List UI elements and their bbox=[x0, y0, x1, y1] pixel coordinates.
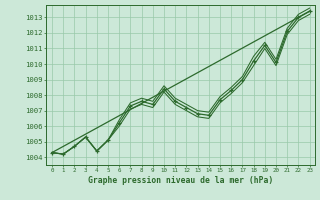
X-axis label: Graphe pression niveau de la mer (hPa): Graphe pression niveau de la mer (hPa) bbox=[88, 176, 273, 185]
